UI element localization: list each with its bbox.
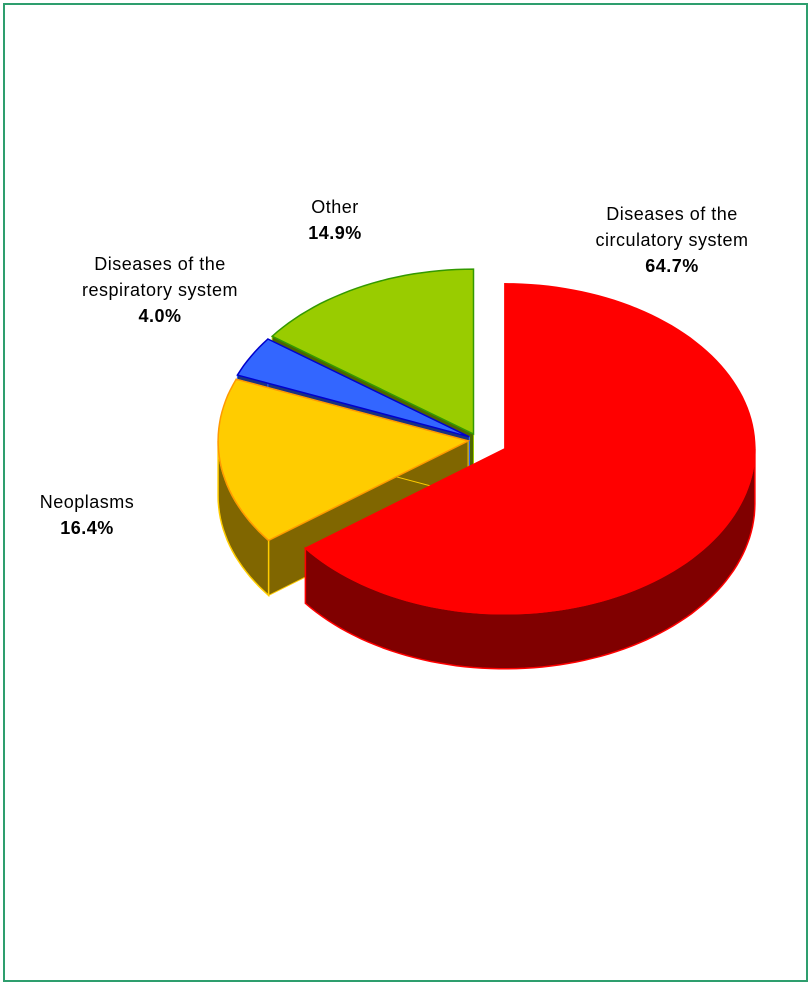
value-label: 64.7% xyxy=(645,256,699,276)
category-name: Neoplasms xyxy=(39,492,135,512)
pie-slice xyxy=(217,378,471,542)
chart-frame xyxy=(3,3,808,982)
slice-label: Other 14.9% xyxy=(250,194,420,246)
value-label: 14.9% xyxy=(308,223,362,243)
slice-label: Neoplasms 16.4% xyxy=(2,489,172,541)
slice-label: Diseases of the circulatory system 64.7% xyxy=(592,201,752,279)
value-label: 16.4% xyxy=(60,518,114,538)
slice-label: Diseases of the respiratory system 4.0% xyxy=(73,251,248,329)
category-name: Diseases of the respiratory system xyxy=(81,254,239,300)
pie-slice xyxy=(270,268,475,436)
category-name: Diseases of the circulatory system xyxy=(595,204,749,250)
value-label: 4.0% xyxy=(138,306,182,326)
category-name: Other xyxy=(311,197,359,217)
pie-slice xyxy=(304,283,756,615)
pie-slice xyxy=(236,338,470,438)
